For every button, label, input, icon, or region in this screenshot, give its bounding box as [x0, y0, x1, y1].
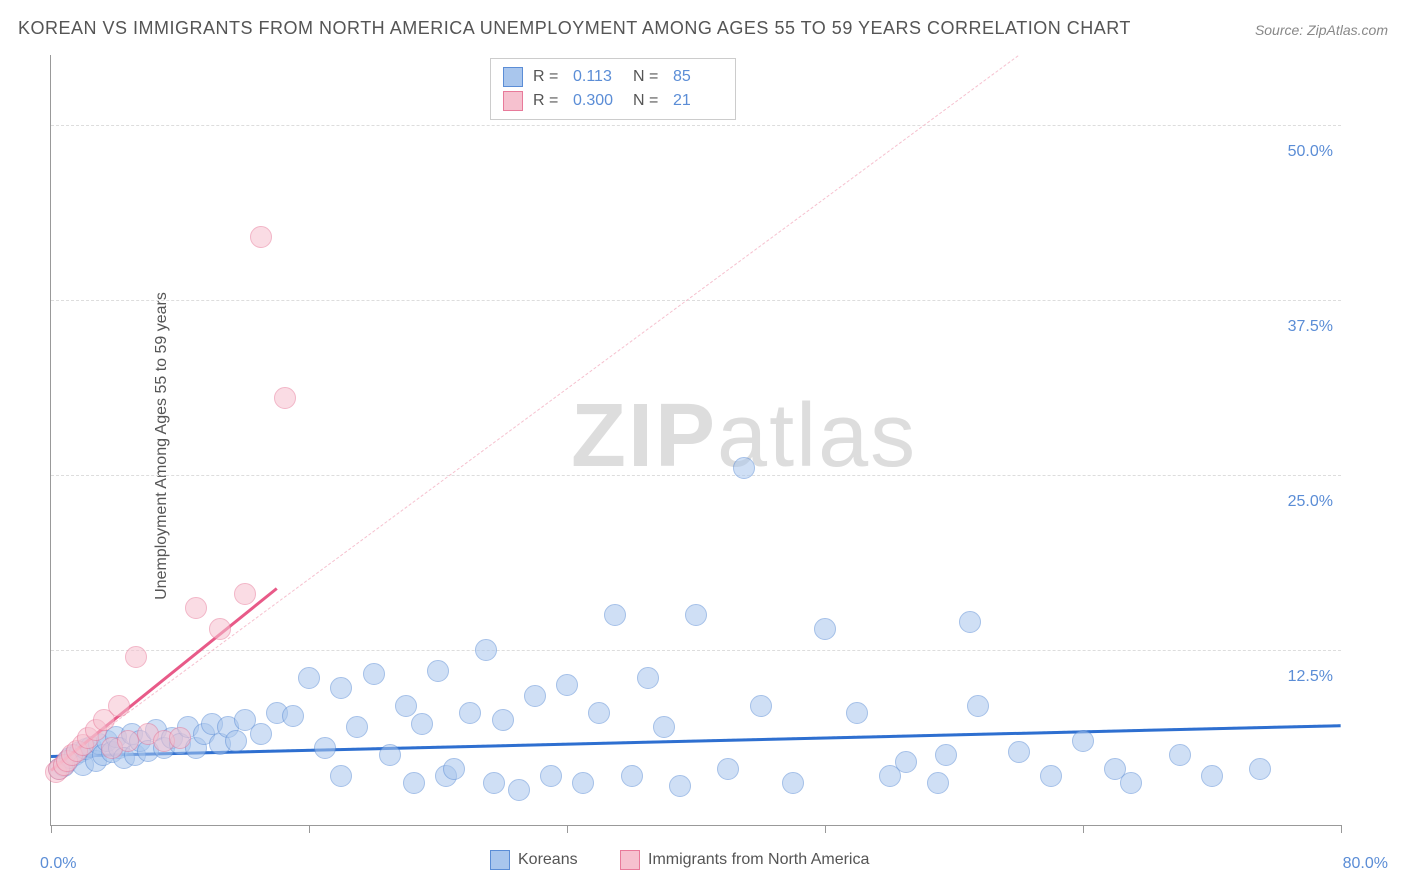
data-point [895, 751, 917, 773]
fit-extrapolation [51, 55, 1019, 770]
x-tick [1341, 825, 1342, 833]
data-point [492, 709, 514, 731]
data-point [1201, 765, 1223, 787]
data-point [814, 618, 836, 640]
data-point [475, 639, 497, 661]
data-point [717, 758, 739, 780]
data-point [556, 674, 578, 696]
data-point [685, 604, 707, 626]
r-value-koreans: 0.113 [573, 65, 623, 89]
correlation-box: R = 0.113 N = 85 R = 0.300 N = 21 [490, 58, 736, 120]
r-value-immigrants: 0.300 [573, 89, 623, 113]
data-point [1040, 765, 1062, 787]
data-point [967, 695, 989, 717]
legend-swatch-koreans-icon [490, 850, 510, 870]
correlation-row-immigrants: R = 0.300 N = 21 [503, 89, 723, 113]
x-tick [567, 825, 568, 833]
data-point [959, 611, 981, 633]
data-point [927, 772, 949, 794]
data-point [395, 695, 417, 717]
data-point [637, 667, 659, 689]
data-point [1072, 730, 1094, 752]
gridline [51, 125, 1341, 126]
data-point [427, 660, 449, 682]
data-point [572, 772, 594, 794]
y-tick-label: 37.5% [1288, 318, 1333, 336]
data-point [169, 727, 191, 749]
data-point [250, 723, 272, 745]
source-label: Source: ZipAtlas.com [1255, 22, 1388, 38]
data-point [314, 737, 336, 759]
data-point [330, 677, 352, 699]
data-point [669, 775, 691, 797]
data-point [588, 702, 610, 724]
r-label: R = [533, 89, 563, 113]
data-point [379, 744, 401, 766]
x-tick [309, 825, 310, 833]
chart-title: KOREAN VS IMMIGRANTS FROM NORTH AMERICA … [18, 18, 1131, 39]
x-max-label: 80.0% [1343, 855, 1388, 873]
data-point [298, 667, 320, 689]
y-tick-label: 25.0% [1288, 493, 1333, 511]
y-tick-label: 12.5% [1288, 668, 1333, 686]
plot-area: ZIPatlas 12.5%25.0%37.5%50.0% [50, 55, 1341, 826]
data-point [459, 702, 481, 724]
data-point [540, 765, 562, 787]
r-label: R = [533, 65, 563, 89]
data-point [185, 597, 207, 619]
data-point [209, 618, 231, 640]
n-value-immigrants: 21 [673, 89, 723, 113]
data-point [1249, 758, 1271, 780]
data-point [274, 387, 296, 409]
data-point [363, 663, 385, 685]
data-point [1008, 741, 1030, 763]
data-point [750, 695, 772, 717]
data-point [782, 772, 804, 794]
legend-label-immigrants: Immigrants from North America [648, 851, 869, 869]
data-point [733, 457, 755, 479]
correlation-row-koreans: R = 0.113 N = 85 [503, 65, 723, 89]
swatch-immigrants-icon [503, 91, 523, 111]
data-point [234, 583, 256, 605]
n-value-koreans: 85 [673, 65, 723, 89]
x-tick [825, 825, 826, 833]
data-point [346, 716, 368, 738]
data-point [125, 646, 147, 668]
n-label: N = [633, 65, 663, 89]
data-point [1169, 744, 1191, 766]
data-point [508, 779, 530, 801]
legend-label-koreans: Koreans [518, 851, 578, 869]
legend-swatch-immigrants-icon [620, 850, 640, 870]
gridline [51, 475, 1341, 476]
n-label: N = [633, 89, 663, 113]
legend-immigrants: Immigrants from North America [620, 850, 869, 870]
y-tick-label: 50.0% [1288, 143, 1333, 161]
data-point [330, 765, 352, 787]
data-point [524, 685, 546, 707]
x-tick [1083, 825, 1084, 833]
data-point [935, 744, 957, 766]
data-point [483, 772, 505, 794]
gridline [51, 300, 1341, 301]
data-point [282, 705, 304, 727]
data-point [250, 226, 272, 248]
data-point [443, 758, 465, 780]
x-tick [51, 825, 52, 833]
data-point [846, 702, 868, 724]
data-point [225, 730, 247, 752]
data-point [621, 765, 643, 787]
data-point [403, 772, 425, 794]
legend-koreans: Koreans [490, 850, 578, 870]
data-point [604, 604, 626, 626]
swatch-koreans-icon [503, 67, 523, 87]
data-point [108, 695, 130, 717]
x-min-label: 0.0% [40, 855, 76, 873]
gridline [51, 650, 1341, 651]
data-point [411, 713, 433, 735]
data-point [1120, 772, 1142, 794]
data-point [653, 716, 675, 738]
